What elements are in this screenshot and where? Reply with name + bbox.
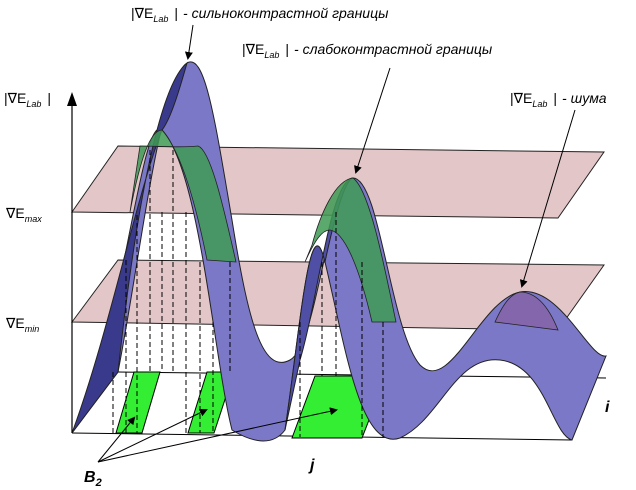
b2-region-1	[115, 371, 161, 434]
y-axis-label: |∇ELab |	[4, 90, 51, 109]
annotation-strong: |∇ELab | - сильноконтрастной границы	[131, 5, 389, 24]
annotation-noise: |∇ELab | - шума	[510, 90, 607, 109]
surface-purple-noise-top	[494, 291, 559, 331]
surface-green-weak	[304, 177, 397, 323]
surface-green-strong	[129, 129, 237, 263]
leader-b2-1	[97, 416, 136, 463]
axis-i-label: i	[605, 399, 610, 416]
vertical-axis	[67, 92, 77, 433]
annotation-weak: |∇ELab | - слабоконтрастной границы	[242, 41, 493, 60]
projection-lines	[112, 150, 384, 437]
leader-noise	[519, 109, 576, 288]
emin-label: ∇Emin	[5, 315, 39, 334]
leader-b2-3	[97, 407, 338, 463]
leader-arrows	[97, 24, 576, 463]
axis-j-label: j	[308, 457, 315, 474]
leader-b2-2	[97, 408, 208, 463]
gradient-surface	[71, 61, 607, 442]
b2-label: B2	[84, 469, 102, 489]
leader-weak	[354, 67, 391, 174]
emax-label: ∇Emax	[5, 205, 42, 224]
axis-arrow-icon	[67, 92, 77, 106]
surface-dark-face-1	[71, 61, 188, 434]
leader-strong	[184, 24, 194, 60]
